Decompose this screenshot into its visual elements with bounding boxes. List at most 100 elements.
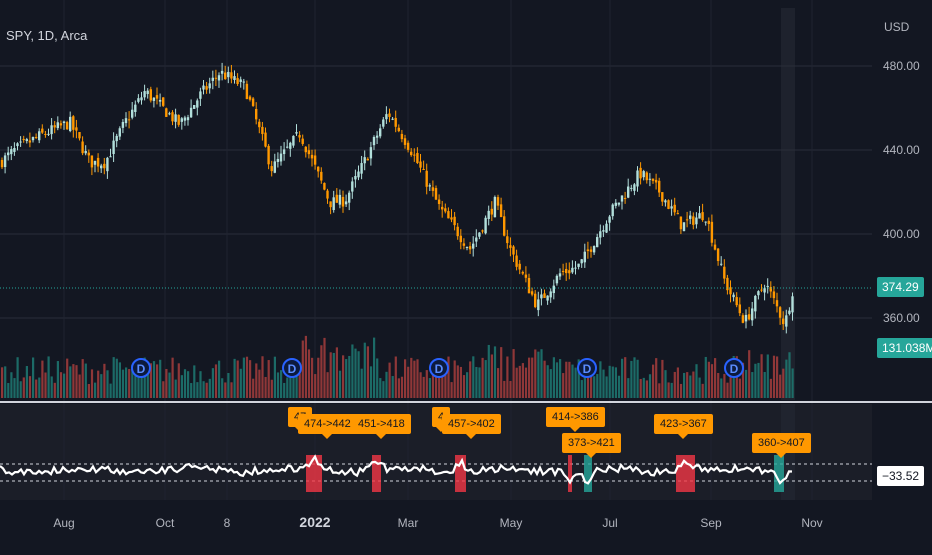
- dividend-icon: [577, 358, 597, 378]
- signal-annotation: 423->367: [654, 414, 713, 439]
- candle: [605, 220, 608, 233]
- candle-body: [372, 136, 376, 146]
- candle-body: [744, 314, 748, 322]
- volume-bar: [493, 346, 497, 398]
- candle: [124, 112, 128, 127]
- volume-bar: [109, 383, 112, 398]
- candle-body: [782, 318, 785, 325]
- candle: [273, 153, 276, 174]
- candle-body: [177, 114, 180, 125]
- volume-bar: [397, 378, 400, 398]
- candle: [425, 163, 428, 195]
- candle-body: [658, 180, 661, 193]
- volume-bar: [140, 364, 143, 398]
- candle: [620, 195, 624, 210]
- candle: [450, 209, 453, 223]
- candle-body: [211, 77, 214, 81]
- volume-bar: [379, 378, 382, 398]
- candle: [434, 185, 438, 200]
- candle: [658, 177, 661, 197]
- candle-body: [16, 143, 19, 147]
- candle-body: [636, 170, 639, 187]
- volume-bar: [738, 378, 741, 398]
- candle: [279, 145, 283, 166]
- volume-bar: [348, 355, 351, 398]
- volume-bar: [242, 357, 245, 398]
- candle-body: [270, 166, 273, 172]
- candle: [295, 124, 298, 136]
- volume-bar: [177, 363, 180, 398]
- candle-body: [261, 126, 264, 135]
- candle: [165, 107, 168, 118]
- candle-body: [0, 159, 4, 168]
- candle-body: [670, 206, 673, 209]
- candle-body: [255, 108, 258, 120]
- candle: [775, 292, 779, 313]
- candle: [38, 128, 41, 144]
- candle-body: [348, 192, 351, 203]
- candle-body: [605, 223, 608, 233]
- volume-bar: [345, 359, 348, 398]
- candle: [413, 148, 416, 162]
- volume-bar: [608, 365, 611, 398]
- candle-body: [447, 211, 450, 219]
- candle: [462, 238, 466, 250]
- volume-bar: [741, 362, 745, 398]
- volume-bar: [47, 356, 50, 398]
- candle-body: [481, 230, 484, 232]
- volume-bar: [590, 364, 593, 398]
- candle: [692, 212, 695, 230]
- volume-bar: [289, 369, 292, 398]
- volume-bar: [661, 359, 664, 398]
- candle: [50, 118, 53, 140]
- candle-body: [459, 235, 462, 243]
- candle: [298, 131, 301, 143]
- candle-body: [654, 179, 658, 183]
- candle: [583, 243, 586, 268]
- candle-body: [428, 185, 431, 187]
- volume-bar: [317, 357, 320, 398]
- volume-bar: [131, 364, 134, 398]
- candle-body: [357, 171, 360, 178]
- volume-bar: [258, 369, 261, 398]
- candle: [664, 199, 667, 207]
- candle: [394, 110, 397, 133]
- candle-body: [326, 190, 329, 199]
- candle: [307, 144, 311, 159]
- candle-body: [344, 201, 348, 205]
- candle: [22, 135, 25, 143]
- candle: [391, 117, 394, 121]
- candle-body: [165, 108, 168, 117]
- candle: [53, 120, 56, 134]
- volume-bar: [611, 366, 614, 398]
- candle: [276, 152, 280, 168]
- candle: [245, 80, 249, 100]
- candle: [751, 301, 754, 326]
- candle-body: [382, 119, 385, 127]
- candle-body: [710, 221, 714, 243]
- candle: [475, 229, 478, 247]
- volume-bar: [283, 382, 286, 398]
- volume-bar: [35, 379, 38, 398]
- candle-body: [87, 152, 90, 156]
- candle: [571, 260, 574, 274]
- candle: [127, 111, 131, 129]
- volume-bar: [450, 382, 453, 398]
- candle: [490, 201, 493, 221]
- last-volume-tag: 131.038M: [877, 338, 932, 358]
- candle-body: [205, 86, 208, 90]
- price-tick-label: 400.00: [883, 227, 920, 241]
- candle: [301, 134, 304, 146]
- candle-body: [537, 299, 540, 311]
- candle-body: [72, 116, 75, 130]
- candle-body: [602, 230, 605, 232]
- candle: [667, 199, 670, 210]
- volume-bar: [630, 360, 633, 398]
- volume-bar: [230, 382, 233, 398]
- candle: [41, 124, 44, 135]
- candle: [323, 182, 326, 191]
- price-tick-label: 440.00: [883, 143, 920, 157]
- candle: [183, 115, 187, 126]
